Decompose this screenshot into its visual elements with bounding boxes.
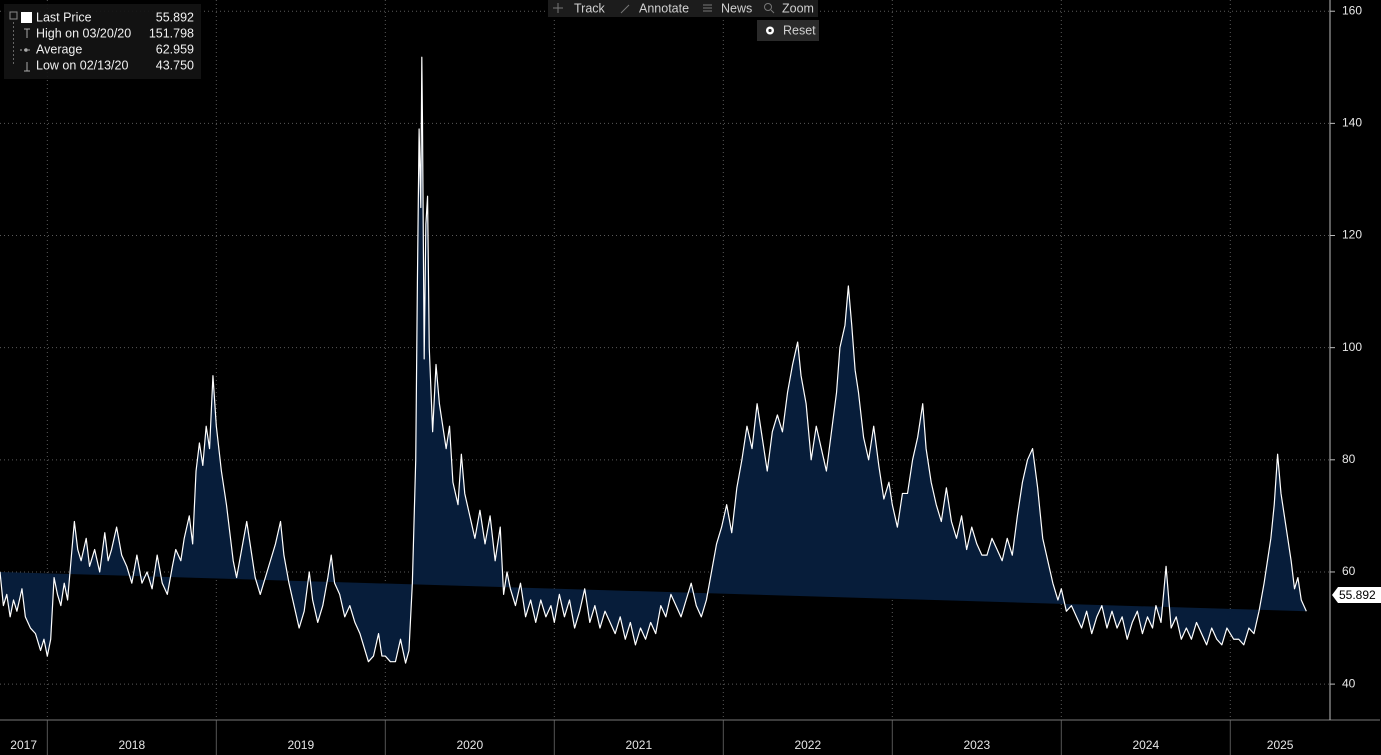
legend-value: 55.892 — [156, 10, 194, 24]
legend-label: Last Price — [36, 10, 92, 24]
y-tick-label: 80 — [1342, 452, 1356, 466]
toolbar-button[interactable]: News — [703, 1, 752, 15]
legend-swatch — [21, 12, 32, 23]
reset-label: Reset — [783, 23, 816, 37]
y-tick-label: 100 — [1342, 340, 1362, 354]
x-tick-label: 2018 — [118, 738, 145, 752]
legend-icon-average — [24, 48, 28, 52]
icon — [553, 3, 563, 13]
x-tick-label: 2021 — [625, 738, 652, 752]
legend-value: 151.798 — [149, 26, 194, 40]
line — [0, 56, 1307, 664]
legend-collapse[interactable] — [9, 11, 18, 20]
plot-area — [0, 0, 1330, 720]
x-tick-label: 2023 — [963, 738, 990, 752]
icon — [703, 4, 712, 12]
last-price-label: 55.892 — [1339, 588, 1376, 602]
y-tick-label: 60 — [1342, 564, 1356, 578]
reset-box — [757, 20, 819, 41]
toolbar-bar — [548, 0, 818, 17]
toolbar-label: Annotate — [639, 1, 689, 15]
legend-label: Average — [36, 42, 82, 56]
y-tick-label: 120 — [1342, 228, 1362, 242]
legend-label: High on 03/20/20 — [36, 26, 131, 40]
legend-label: Low on 02/13/20 — [36, 58, 128, 72]
y-tick-label: 40 — [1342, 676, 1356, 690]
toolbar-button[interactable]: Zoom — [764, 1, 814, 15]
x-tick-label: 2019 — [287, 738, 314, 752]
toolbar-label: News — [721, 1, 752, 15]
reset-button[interactable]: Reset — [757, 20, 819, 41]
icon — [620, 4, 630, 14]
y-tick-label: 160 — [1342, 3, 1362, 17]
y-tick-label: 140 — [1342, 116, 1362, 130]
legend: Last Price 55.892 High on 03/20/20 151.7… — [4, 4, 201, 79]
x-tick-label: 2025 — [1267, 738, 1294, 752]
last-price-marker — [1332, 586, 1381, 603]
toolbar-label: Track — [574, 1, 606, 15]
icon — [768, 28, 772, 33]
legend-value: 43.750 — [156, 58, 194, 72]
x-tick-label: 2024 — [1132, 738, 1159, 752]
icon — [764, 3, 772, 11]
x-tick-label: 2022 — [794, 738, 821, 752]
toolbar: Track Annotate News Zoom Reset — [548, 0, 819, 41]
toolbar-label: Zoom — [782, 1, 814, 15]
x-tick-label: 2017 — [10, 738, 37, 752]
legend-box — [4, 4, 201, 79]
icon — [770, 9, 775, 14]
legend-value: 62.959 — [156, 42, 194, 56]
toolbar-button[interactable]: Annotate — [620, 1, 689, 15]
toolbar-button[interactable]: Track — [553, 1, 606, 15]
x-tick-label: 2020 — [456, 738, 483, 752]
